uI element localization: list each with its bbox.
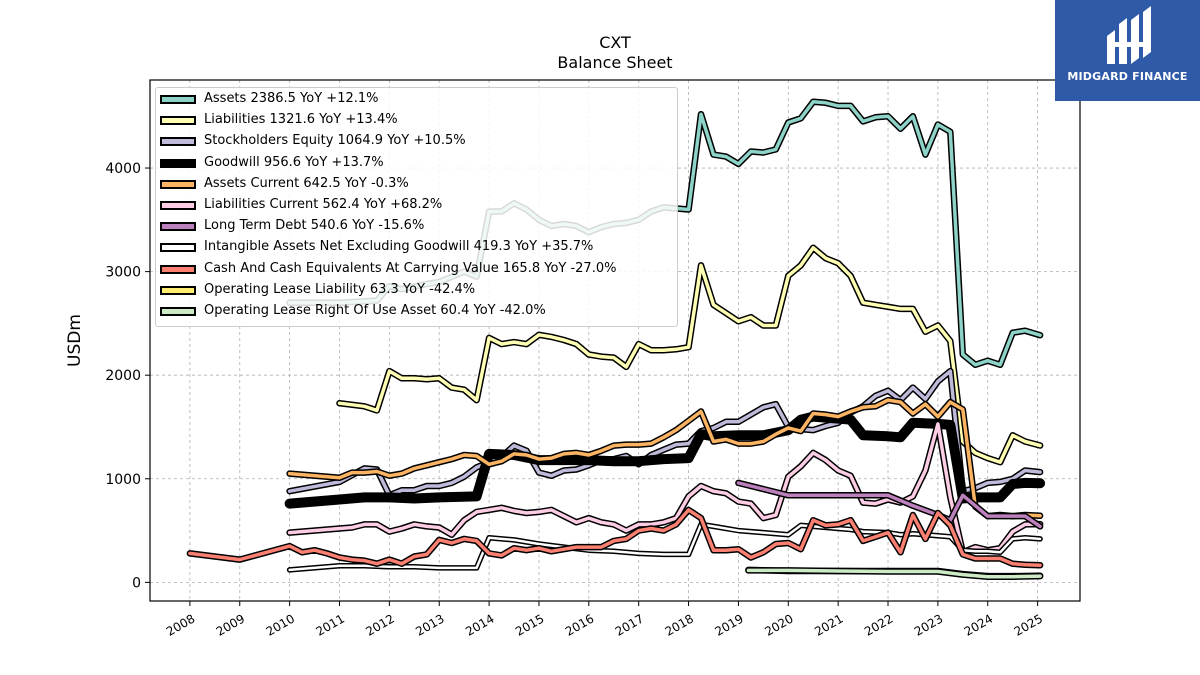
x-tick-label: 2008 bbox=[164, 611, 197, 638]
legend-label: Stockholders Equity 1064.9 YoY +10.5% bbox=[204, 133, 466, 149]
legend-swatch bbox=[160, 179, 196, 189]
y-tick-label: 3000 bbox=[105, 265, 141, 281]
legend-label: Operating Lease Liability 63.3 YoY -42.4… bbox=[204, 281, 476, 297]
legend-entry: Assets 2386.5 YoY +12.1% bbox=[156, 90, 676, 110]
legend-swatch bbox=[160, 307, 196, 316]
x-tick-label: 2025 bbox=[1012, 611, 1045, 638]
y-tick-label: 0 bbox=[132, 575, 141, 591]
legend-entry: Stockholders Equity 1064.9 YoY +10.5% bbox=[156, 132, 676, 152]
legend-label: Assets Current 642.5 YoY -0.3% bbox=[204, 175, 409, 191]
legend-swatch bbox=[160, 264, 196, 274]
legend-swatch bbox=[160, 95, 196, 104]
brand-logo: MIDGARD FINANCE bbox=[1055, 0, 1200, 101]
y-tick-label: 1000 bbox=[105, 472, 141, 488]
y-tick-label: 2000 bbox=[105, 368, 141, 384]
legend-label: Operating Lease Right Of Use Asset 60.4 … bbox=[204, 303, 546, 318]
legend-swatch bbox=[160, 116, 196, 126]
plot-frame bbox=[149, 79, 1081, 602]
legend: Assets 2386.5 YoY +12.1% Liabilities 1321… bbox=[155, 87, 678, 327]
x-tick-label: 2019 bbox=[712, 611, 745, 638]
legend-entry: Assets Current 642.5 YoY -0.3% bbox=[156, 175, 676, 195]
brand-name: MIDGARD FINANCE bbox=[1067, 70, 1188, 83]
legend-swatch bbox=[160, 158, 196, 168]
x-tick-label: 2015 bbox=[513, 611, 546, 638]
legend-label: Intangible Assets Net Excluding Goodwill… bbox=[204, 239, 594, 255]
series-line bbox=[188, 508, 1042, 567]
x-tick-label: 2020 bbox=[762, 611, 795, 638]
legend-entry: Long Term Debt 540.6 YoY -15.6% bbox=[156, 217, 676, 237]
legend-label: Liabilities Current 562.4 YoY +68.2% bbox=[204, 197, 443, 212]
series-line bbox=[286, 413, 1044, 508]
legend-swatch bbox=[160, 285, 196, 295]
y-axis-label: USDm bbox=[65, 314, 85, 367]
legend-label: Assets 2386.5 YoY +12.1% bbox=[204, 91, 379, 106]
legend-label: Goodwill 956.6 YoY +13.7% bbox=[204, 154, 384, 170]
x-tick-label: 2010 bbox=[264, 611, 297, 638]
x-tick-label: 2017 bbox=[613, 611, 646, 638]
x-tick-label: 2024 bbox=[962, 611, 995, 638]
legend-entry: Liabilities Current 562.4 YoY +68.2% bbox=[156, 196, 676, 216]
legend-entry: Goodwill 956.6 YoY +13.7% bbox=[156, 154, 676, 174]
x-tick-label: 2022 bbox=[862, 611, 895, 638]
legend-label: Liabilities 1321.6 YoY +13.4% bbox=[204, 112, 398, 128]
x-tick-label: 2021 bbox=[812, 611, 845, 638]
chart-subtitle: Balance Sheet bbox=[557, 53, 673, 72]
x-tick-label: 2014 bbox=[463, 611, 496, 638]
x-tick-label: 2018 bbox=[663, 611, 696, 638]
y-tick-label: 4000 bbox=[105, 161, 141, 177]
series-line bbox=[287, 398, 1042, 518]
chart-title: CXT bbox=[599, 33, 631, 52]
legend-swatch bbox=[160, 222, 196, 232]
legend-entry: Operating Lease Liability 63.3 YoY -42.4… bbox=[156, 281, 676, 301]
series-line bbox=[746, 568, 1042, 579]
legend-entry: Cash And Cash Equivalents At Carrying Va… bbox=[156, 260, 676, 280]
legend-label: Cash And Cash Equivalents At Carrying Va… bbox=[204, 260, 617, 276]
series-line bbox=[337, 246, 1042, 464]
legend-swatch bbox=[160, 201, 196, 210]
midgard-logo-icon bbox=[1107, 6, 1151, 64]
x-tick-label: 2016 bbox=[563, 611, 596, 638]
legend-swatch bbox=[160, 243, 196, 253]
legend-entry: Operating Lease Right Of Use Asset 60.4 … bbox=[156, 302, 676, 322]
series-line bbox=[287, 422, 1042, 555]
x-tick-label: 2013 bbox=[413, 611, 446, 638]
legend-label: Long Term Debt 540.6 YoY -15.6% bbox=[204, 218, 425, 234]
legend-entry: Intangible Assets Net Excluding Goodwill… bbox=[156, 238, 676, 258]
x-tick-label: 2023 bbox=[912, 611, 945, 638]
series-line bbox=[287, 369, 1042, 498]
x-tick-label: 2012 bbox=[363, 611, 396, 638]
legend-entry: Liabilities 1321.6 YoY +13.4% bbox=[156, 111, 676, 131]
x-tick-label: 2009 bbox=[214, 611, 247, 638]
x-tick-label: 2011 bbox=[314, 611, 347, 638]
legend-swatch bbox=[160, 137, 196, 147]
series-line bbox=[736, 481, 1042, 529]
series-lines bbox=[186, 98, 1046, 580]
